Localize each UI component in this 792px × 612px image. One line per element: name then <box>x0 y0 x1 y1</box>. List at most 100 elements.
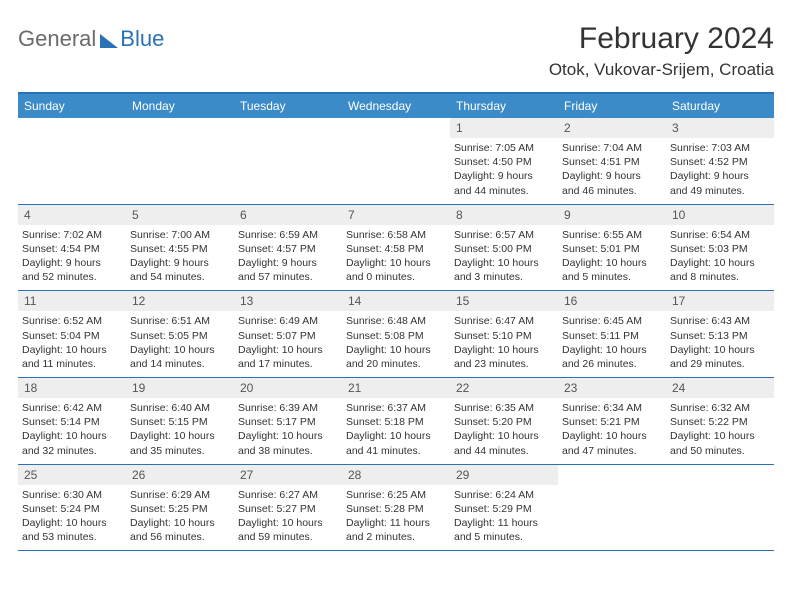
page-header: General Blue February 2024 Otok, Vukovar… <box>18 22 774 80</box>
day-cell: 21Sunrise: 6:37 AMSunset: 5:18 PMDayligh… <box>342 378 450 464</box>
day-number: 10 <box>666 205 774 225</box>
day-cell: 27Sunrise: 6:27 AMSunset: 5:27 PMDayligh… <box>234 465 342 551</box>
day-number: 21 <box>342 378 450 398</box>
sunrise-text: Sunrise: 6:40 AM <box>130 401 230 415</box>
daylight2-text: and 5 minutes. <box>454 530 554 544</box>
sunset-text: Sunset: 5:04 PM <box>22 329 122 343</box>
sunset-text: Sunset: 4:57 PM <box>238 242 338 256</box>
daylight2-text: and 57 minutes. <box>238 270 338 284</box>
calendar-page: General Blue February 2024 Otok, Vukovar… <box>0 0 792 569</box>
day-number: 13 <box>234 291 342 311</box>
day-cell: 4Sunrise: 7:02 AMSunset: 4:54 PMDaylight… <box>18 205 126 291</box>
location-subtitle: Otok, Vukovar-Srijem, Croatia <box>549 60 774 80</box>
weekday-header: Saturday <box>666 94 774 118</box>
logo-triangle-icon <box>100 34 118 48</box>
daylight1-text: Daylight: 10 hours <box>130 429 230 443</box>
daylight1-text: Daylight: 10 hours <box>346 429 446 443</box>
month-title: February 2024 <box>549 22 774 56</box>
day-cell: 26Sunrise: 6:29 AMSunset: 5:25 PMDayligh… <box>126 465 234 551</box>
sunset-text: Sunset: 5:25 PM <box>130 502 230 516</box>
daylight1-text: Daylight: 10 hours <box>454 343 554 357</box>
daylight2-text: and 49 minutes. <box>670 184 770 198</box>
daylight1-text: Daylight: 10 hours <box>22 429 122 443</box>
daylight2-text: and 46 minutes. <box>562 184 662 198</box>
sunset-text: Sunset: 5:13 PM <box>670 329 770 343</box>
daylight1-text: Daylight: 10 hours <box>238 343 338 357</box>
daylight1-text: Daylight: 10 hours <box>562 256 662 270</box>
weekday-header: Friday <box>558 94 666 118</box>
sunrise-text: Sunrise: 6:51 AM <box>130 314 230 328</box>
day-number: 15 <box>450 291 558 311</box>
weekday-header: Sunday <box>18 94 126 118</box>
day-cell: 1Sunrise: 7:05 AMSunset: 4:50 PMDaylight… <box>450 118 558 204</box>
daylight1-text: Daylight: 9 hours <box>562 169 662 183</box>
sunset-text: Sunset: 5:18 PM <box>346 415 446 429</box>
sunrise-text: Sunrise: 6:58 AM <box>346 228 446 242</box>
sunset-text: Sunset: 4:50 PM <box>454 155 554 169</box>
daylight1-text: Daylight: 9 hours <box>454 169 554 183</box>
daylight2-text: and 29 minutes. <box>670 357 770 371</box>
day-cell: 10Sunrise: 6:54 AMSunset: 5:03 PMDayligh… <box>666 205 774 291</box>
sunrise-text: Sunrise: 6:48 AM <box>346 314 446 328</box>
sunrise-text: Sunrise: 6:24 AM <box>454 488 554 502</box>
daylight2-text: and 52 minutes. <box>22 270 122 284</box>
daylight1-text: Daylight: 10 hours <box>454 256 554 270</box>
week-row: 4Sunrise: 7:02 AMSunset: 4:54 PMDaylight… <box>18 205 774 292</box>
day-number: 28 <box>342 465 450 485</box>
day-cell: 16Sunrise: 6:45 AMSunset: 5:11 PMDayligh… <box>558 291 666 377</box>
sunset-text: Sunset: 5:00 PM <box>454 242 554 256</box>
day-number: 2 <box>558 118 666 138</box>
day-number: 19 <box>126 378 234 398</box>
sunset-text: Sunset: 5:29 PM <box>454 502 554 516</box>
daylight2-text: and 50 minutes. <box>670 444 770 458</box>
daylight1-text: Daylight: 10 hours <box>670 343 770 357</box>
day-cell: 9Sunrise: 6:55 AMSunset: 5:01 PMDaylight… <box>558 205 666 291</box>
daylight2-text: and 32 minutes. <box>22 444 122 458</box>
sunrise-text: Sunrise: 6:42 AM <box>22 401 122 415</box>
logo-text-general: General <box>18 26 96 52</box>
sunset-text: Sunset: 5:22 PM <box>670 415 770 429</box>
weekday-header: Monday <box>126 94 234 118</box>
brand-logo: General Blue <box>18 22 164 52</box>
sunrise-text: Sunrise: 6:43 AM <box>670 314 770 328</box>
daylight1-text: Daylight: 9 hours <box>670 169 770 183</box>
sunrise-text: Sunrise: 7:03 AM <box>670 141 770 155</box>
sunrise-text: Sunrise: 6:39 AM <box>238 401 338 415</box>
daylight2-text: and 26 minutes. <box>562 357 662 371</box>
day-number: 17 <box>666 291 774 311</box>
sunrise-text: Sunrise: 6:30 AM <box>22 488 122 502</box>
day-number: 11 <box>18 291 126 311</box>
day-cell: 28Sunrise: 6:25 AMSunset: 5:28 PMDayligh… <box>342 465 450 551</box>
day-cell: 5Sunrise: 7:00 AMSunset: 4:55 PMDaylight… <box>126 205 234 291</box>
daylight2-text: and 47 minutes. <box>562 444 662 458</box>
calendar-grid: Sunday Monday Tuesday Wednesday Thursday… <box>18 92 774 551</box>
sunrise-text: Sunrise: 6:47 AM <box>454 314 554 328</box>
day-number: 16 <box>558 291 666 311</box>
sunset-text: Sunset: 4:54 PM <box>22 242 122 256</box>
day-cell: 29Sunrise: 6:24 AMSunset: 5:29 PMDayligh… <box>450 465 558 551</box>
daylight2-text: and 23 minutes. <box>454 357 554 371</box>
logo-text-blue: Blue <box>120 26 164 52</box>
daylight2-text: and 59 minutes. <box>238 530 338 544</box>
daylight2-text: and 44 minutes. <box>454 184 554 198</box>
daylight2-text: and 5 minutes. <box>562 270 662 284</box>
day-cell: 13Sunrise: 6:49 AMSunset: 5:07 PMDayligh… <box>234 291 342 377</box>
day-cell: 11Sunrise: 6:52 AMSunset: 5:04 PMDayligh… <box>18 291 126 377</box>
sunset-text: Sunset: 5:11 PM <box>562 329 662 343</box>
sunrise-text: Sunrise: 6:52 AM <box>22 314 122 328</box>
day-number: 18 <box>18 378 126 398</box>
day-cell <box>126 118 234 204</box>
daylight2-text: and 14 minutes. <box>130 357 230 371</box>
daylight2-text: and 3 minutes. <box>454 270 554 284</box>
daylight2-text: and 20 minutes. <box>346 357 446 371</box>
day-cell: 20Sunrise: 6:39 AMSunset: 5:17 PMDayligh… <box>234 378 342 464</box>
sunrise-text: Sunrise: 6:35 AM <box>454 401 554 415</box>
day-number: 3 <box>666 118 774 138</box>
weekday-header: Wednesday <box>342 94 450 118</box>
daylight1-text: Daylight: 10 hours <box>562 429 662 443</box>
weekday-header: Thursday <box>450 94 558 118</box>
day-cell: 3Sunrise: 7:03 AMSunset: 4:52 PMDaylight… <box>666 118 774 204</box>
day-number: 22 <box>450 378 558 398</box>
day-cell: 18Sunrise: 6:42 AMSunset: 5:14 PMDayligh… <box>18 378 126 464</box>
daylight1-text: Daylight: 10 hours <box>562 343 662 357</box>
